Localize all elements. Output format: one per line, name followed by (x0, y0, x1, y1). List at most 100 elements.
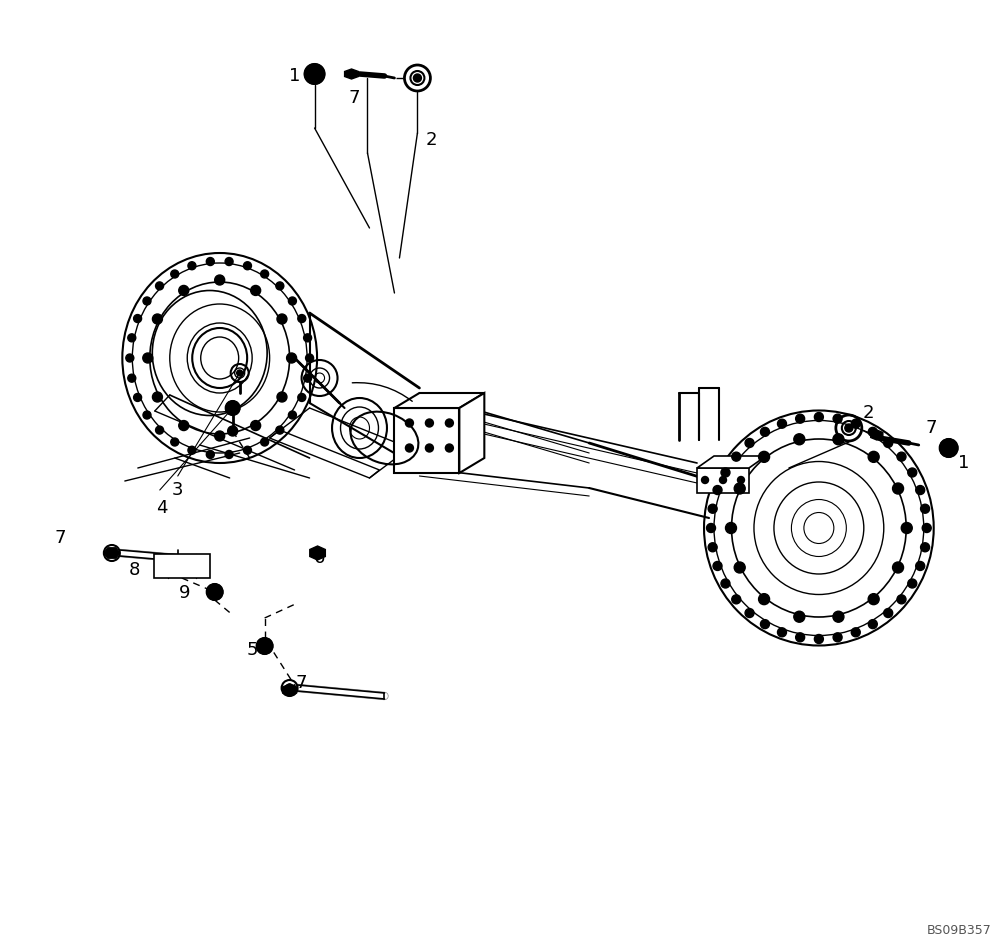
Circle shape (794, 434, 805, 445)
Circle shape (143, 411, 151, 419)
Circle shape (814, 634, 823, 644)
Circle shape (745, 609, 754, 617)
Circle shape (276, 426, 284, 434)
Circle shape (152, 392, 162, 402)
Circle shape (777, 419, 786, 428)
Circle shape (796, 414, 805, 423)
Circle shape (188, 262, 196, 270)
Circle shape (298, 315, 306, 322)
Circle shape (833, 434, 844, 445)
Circle shape (814, 412, 823, 422)
Circle shape (251, 421, 261, 430)
Circle shape (940, 439, 958, 457)
Text: 7: 7 (349, 89, 360, 107)
Circle shape (713, 561, 722, 571)
Text: 8: 8 (129, 561, 141, 579)
Circle shape (897, 452, 906, 461)
Circle shape (720, 477, 726, 483)
Text: 7: 7 (54, 529, 66, 547)
Circle shape (305, 64, 325, 84)
Polygon shape (697, 456, 766, 468)
Circle shape (833, 611, 844, 622)
Circle shape (215, 275, 225, 285)
Circle shape (713, 485, 722, 495)
Circle shape (286, 684, 294, 692)
Circle shape (922, 523, 931, 533)
Text: 2: 2 (863, 404, 875, 422)
Circle shape (251, 285, 261, 296)
Circle shape (833, 414, 842, 423)
Circle shape (868, 620, 877, 629)
Circle shape (237, 370, 243, 376)
Circle shape (228, 426, 238, 436)
Circle shape (732, 594, 741, 604)
Circle shape (897, 594, 906, 604)
Circle shape (156, 282, 164, 290)
Circle shape (126, 354, 134, 362)
Circle shape (916, 485, 925, 495)
Text: 2: 2 (426, 131, 437, 149)
Circle shape (143, 353, 153, 363)
Circle shape (306, 354, 314, 362)
Circle shape (215, 431, 225, 441)
Circle shape (760, 428, 769, 436)
Polygon shape (104, 548, 120, 558)
Circle shape (128, 374, 136, 382)
Circle shape (188, 447, 196, 454)
Circle shape (179, 285, 189, 296)
Circle shape (171, 270, 179, 278)
Circle shape (405, 419, 413, 427)
Circle shape (108, 549, 116, 557)
Circle shape (243, 262, 251, 270)
Circle shape (152, 314, 162, 324)
Circle shape (134, 393, 142, 401)
Circle shape (707, 523, 716, 533)
Circle shape (156, 426, 164, 434)
Circle shape (225, 450, 233, 459)
Circle shape (143, 297, 151, 305)
Circle shape (734, 562, 745, 573)
Circle shape (708, 504, 717, 513)
Circle shape (734, 483, 745, 494)
Text: 1: 1 (289, 67, 300, 85)
Circle shape (721, 468, 730, 477)
Circle shape (128, 334, 136, 342)
Text: 9: 9 (179, 584, 190, 602)
Polygon shape (345, 69, 358, 79)
Circle shape (901, 522, 912, 534)
Polygon shape (283, 684, 297, 696)
Circle shape (243, 447, 251, 454)
Circle shape (851, 628, 860, 637)
Circle shape (745, 439, 754, 447)
Circle shape (893, 483, 904, 494)
Circle shape (916, 561, 925, 571)
Circle shape (908, 579, 917, 588)
Circle shape (304, 334, 312, 342)
Circle shape (134, 315, 142, 322)
Circle shape (760, 620, 769, 629)
Circle shape (708, 543, 717, 552)
Circle shape (737, 477, 744, 483)
Circle shape (726, 522, 736, 534)
Polygon shape (394, 408, 459, 473)
Text: 7: 7 (926, 419, 937, 437)
Circle shape (287, 353, 297, 363)
Circle shape (868, 451, 879, 463)
Circle shape (257, 638, 273, 654)
Circle shape (794, 611, 805, 622)
Text: 7: 7 (296, 674, 307, 692)
Circle shape (445, 444, 453, 452)
Circle shape (921, 504, 930, 513)
Circle shape (261, 438, 269, 446)
Circle shape (225, 258, 233, 265)
Polygon shape (310, 546, 325, 560)
Circle shape (732, 452, 741, 461)
Text: 3: 3 (172, 481, 184, 499)
Circle shape (425, 444, 433, 452)
Circle shape (226, 401, 240, 415)
Text: 6: 6 (314, 549, 325, 567)
Circle shape (171, 438, 179, 446)
Text: 1: 1 (958, 454, 969, 472)
Circle shape (702, 477, 709, 483)
Circle shape (206, 258, 214, 265)
